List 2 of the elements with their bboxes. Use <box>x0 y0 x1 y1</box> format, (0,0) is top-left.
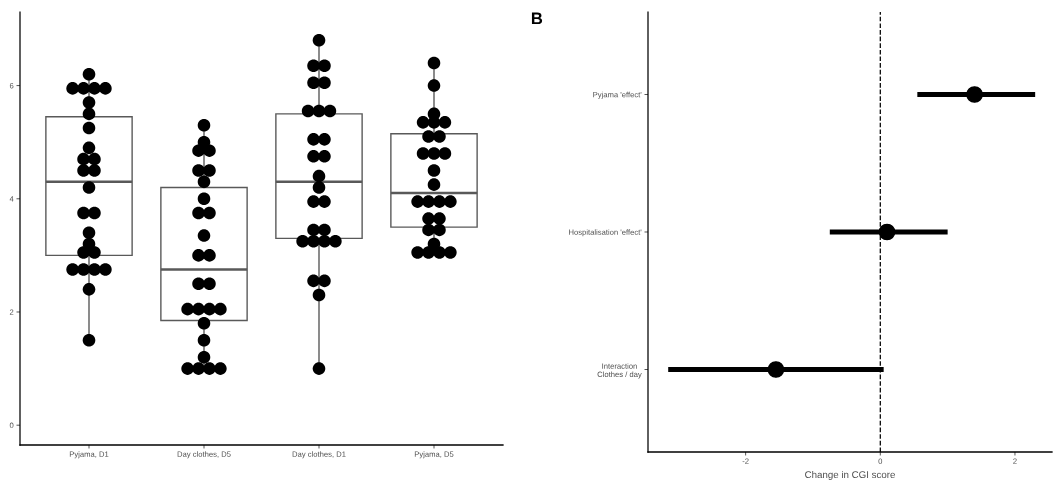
chart-title: B <box>531 12 543 25</box>
x-axis-title: Change in CGI score <box>805 470 895 480</box>
